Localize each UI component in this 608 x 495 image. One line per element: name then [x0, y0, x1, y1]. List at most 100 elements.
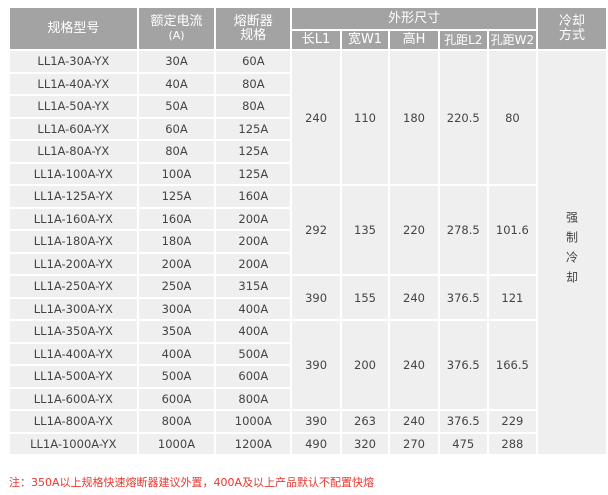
- current-cell: 60A: [136, 116, 217, 141]
- table-row: LL1A-600A-YX 600A 800A: [8, 386, 607, 411]
- model-cell: LL1A-350A-YX: [8, 319, 139, 344]
- header-cooling-label: 冷却方式: [558, 13, 585, 43]
- header-w2: 孔距W2: [486, 29, 538, 51]
- dimension-cell: 121: [486, 274, 538, 321]
- dimension-cell: 110: [339, 49, 391, 186]
- current-cell: 180A: [136, 229, 217, 254]
- dimension-cell: 292: [290, 184, 342, 276]
- current-cell: 600A: [136, 386, 217, 411]
- table-row: LL1A-80A-YX 80A 125A: [8, 139, 607, 164]
- table-row: LL1A-500A-YX 500A 600A: [8, 364, 607, 389]
- header-current-label: 额定电流: [150, 13, 203, 29]
- table-row: LL1A-200A-YX 200A 200A: [8, 251, 607, 276]
- footnote: 注：350A以上规格快速熔断器建议外置，400A及以上产品默认不配置快熔: [9, 476, 375, 489]
- fuse-cell: 600A: [214, 364, 293, 389]
- dimension-cell: 240: [388, 274, 440, 321]
- fuse-cell: 200A: [214, 251, 293, 276]
- current-cell: 350A: [136, 319, 217, 344]
- dimension-cell: 240: [388, 319, 440, 411]
- cooling-label: 强制冷却: [564, 211, 579, 291]
- model-cell: LL1A-40A-YX: [8, 71, 139, 96]
- dimension-cell: 240: [290, 49, 342, 186]
- table-row: LL1A-30A-YX 30A 60A 240 110 180 220.5 80 强制冷却: [8, 49, 608, 456]
- model-cell: LL1A-160A-YX: [8, 206, 139, 231]
- header-current: 额定电流 (A): [136, 6, 217, 51]
- dimension-cell: 240: [388, 409, 440, 434]
- table-row: LL1A-160A-YX 160A 200A: [8, 206, 607, 231]
- model-cell: LL1A-80A-YX: [8, 139, 139, 164]
- current-cell: 400A: [136, 341, 217, 366]
- header-current-unit: (A): [168, 28, 185, 42]
- dimension-cell: 390: [290, 409, 342, 434]
- current-cell: 200A: [136, 251, 217, 276]
- fuse-cell: 80A: [214, 94, 293, 119]
- header-l2: 孔距L2: [437, 29, 489, 51]
- dimension-cell: 220: [388, 184, 440, 276]
- current-cell: 160A: [136, 206, 217, 231]
- dimension-cell: 490: [290, 431, 342, 456]
- model-cell: LL1A-500A-YX: [8, 364, 139, 389]
- header-fuse: 熔断器规格: [214, 6, 293, 51]
- dimension-cell: 390: [290, 274, 342, 321]
- dimension-cell: 270: [388, 431, 440, 456]
- model-cell: LL1A-180A-YX: [8, 229, 139, 254]
- header-fuse-label: 熔断器规格: [233, 13, 273, 43]
- table-row: LL1A-100A-YX 100A 125A: [8, 161, 607, 186]
- table-row: LL1A-250A-YX 250A 315A 390 155 240 376.5 121: [8, 274, 607, 321]
- current-cell: 100A: [136, 161, 217, 186]
- dimension-cell: 80: [486, 49, 538, 186]
- dimension-cell: 278.5: [437, 184, 489, 276]
- current-cell: 500A: [136, 364, 217, 389]
- current-cell: 50A: [136, 94, 217, 119]
- fuse-cell: 160A: [214, 184, 293, 209]
- fuse-cell: 400A: [214, 319, 293, 344]
- fuse-cell: 1000A: [214, 409, 293, 434]
- fuse-cell: 200A: [214, 229, 293, 254]
- dimension-cell: 200: [339, 319, 391, 411]
- dimension-cell: 376.5: [437, 319, 489, 411]
- spec-table: 规格型号 额定电流 (A) 熔断器规格 外形尺寸 冷却方式 长L1 宽W1 高H …: [8, 6, 608, 456]
- dimension-cell: 376.5: [437, 409, 489, 434]
- dimension-cell: 263: [339, 409, 391, 434]
- fuse-cell: 800A: [214, 386, 293, 411]
- current-cell: 800A: [136, 409, 217, 434]
- table-row: LL1A-180A-YX 180A 200A: [8, 229, 607, 254]
- current-cell: 80A: [136, 139, 217, 164]
- current-cell: 125A: [136, 184, 217, 209]
- dimension-cell: 288: [486, 431, 538, 456]
- model-cell: LL1A-30A-YX: [8, 49, 139, 74]
- current-cell: 40A: [136, 71, 217, 96]
- fuse-cell: 400A: [214, 296, 293, 321]
- current-cell: 250A: [136, 274, 217, 299]
- model-cell: LL1A-60A-YX: [8, 116, 139, 141]
- fuse-cell: 500A: [214, 341, 293, 366]
- current-cell: 1000A: [136, 431, 217, 456]
- model-cell: LL1A-250A-YX: [8, 274, 139, 299]
- model-cell: LL1A-200A-YX: [8, 251, 139, 276]
- fuse-cell: 315A: [214, 274, 293, 299]
- fuse-cell: 125A: [214, 139, 293, 164]
- current-cell: 30A: [136, 49, 217, 74]
- dimension-cell: 220.5: [437, 49, 489, 186]
- header-dims: 外形尺寸: [290, 6, 538, 31]
- dimension-cell: 475: [437, 431, 489, 456]
- fuse-cell: 60A: [214, 49, 293, 74]
- table-row: LL1A-800A-YX 800A 1000A 390 263 240 376.5 229: [8, 409, 607, 434]
- table-row: LL1A-125A-YX 125A 160A 292 135 220 278.5 101.6: [8, 184, 607, 276]
- header-model: 规格型号: [8, 6, 139, 51]
- table-row: LL1A-1000A-YX 1000A 1200A 490 320 270 475 288: [8, 431, 607, 456]
- header-h: 高H: [388, 29, 440, 51]
- dimension-cell: 390: [290, 319, 342, 411]
- header-l1: 长L1: [290, 29, 342, 51]
- model-cell: LL1A-600A-YX: [8, 386, 139, 411]
- model-cell: LL1A-1000A-YX: [8, 431, 139, 456]
- header-w1: 宽W1: [339, 29, 391, 51]
- model-cell: LL1A-300A-YX: [8, 296, 139, 321]
- dimension-cell: 101.6: [486, 184, 538, 276]
- dimension-cell: 376.5: [437, 274, 489, 321]
- model-cell: LL1A-400A-YX: [8, 341, 139, 366]
- table-row: LL1A-350A-YX 350A 400A 390 200 240 376.5 166.5: [8, 319, 607, 411]
- cooling-cell: 强制冷却: [535, 49, 608, 456]
- fuse-cell: 125A: [214, 116, 293, 141]
- dimension-cell: 135: [339, 184, 391, 276]
